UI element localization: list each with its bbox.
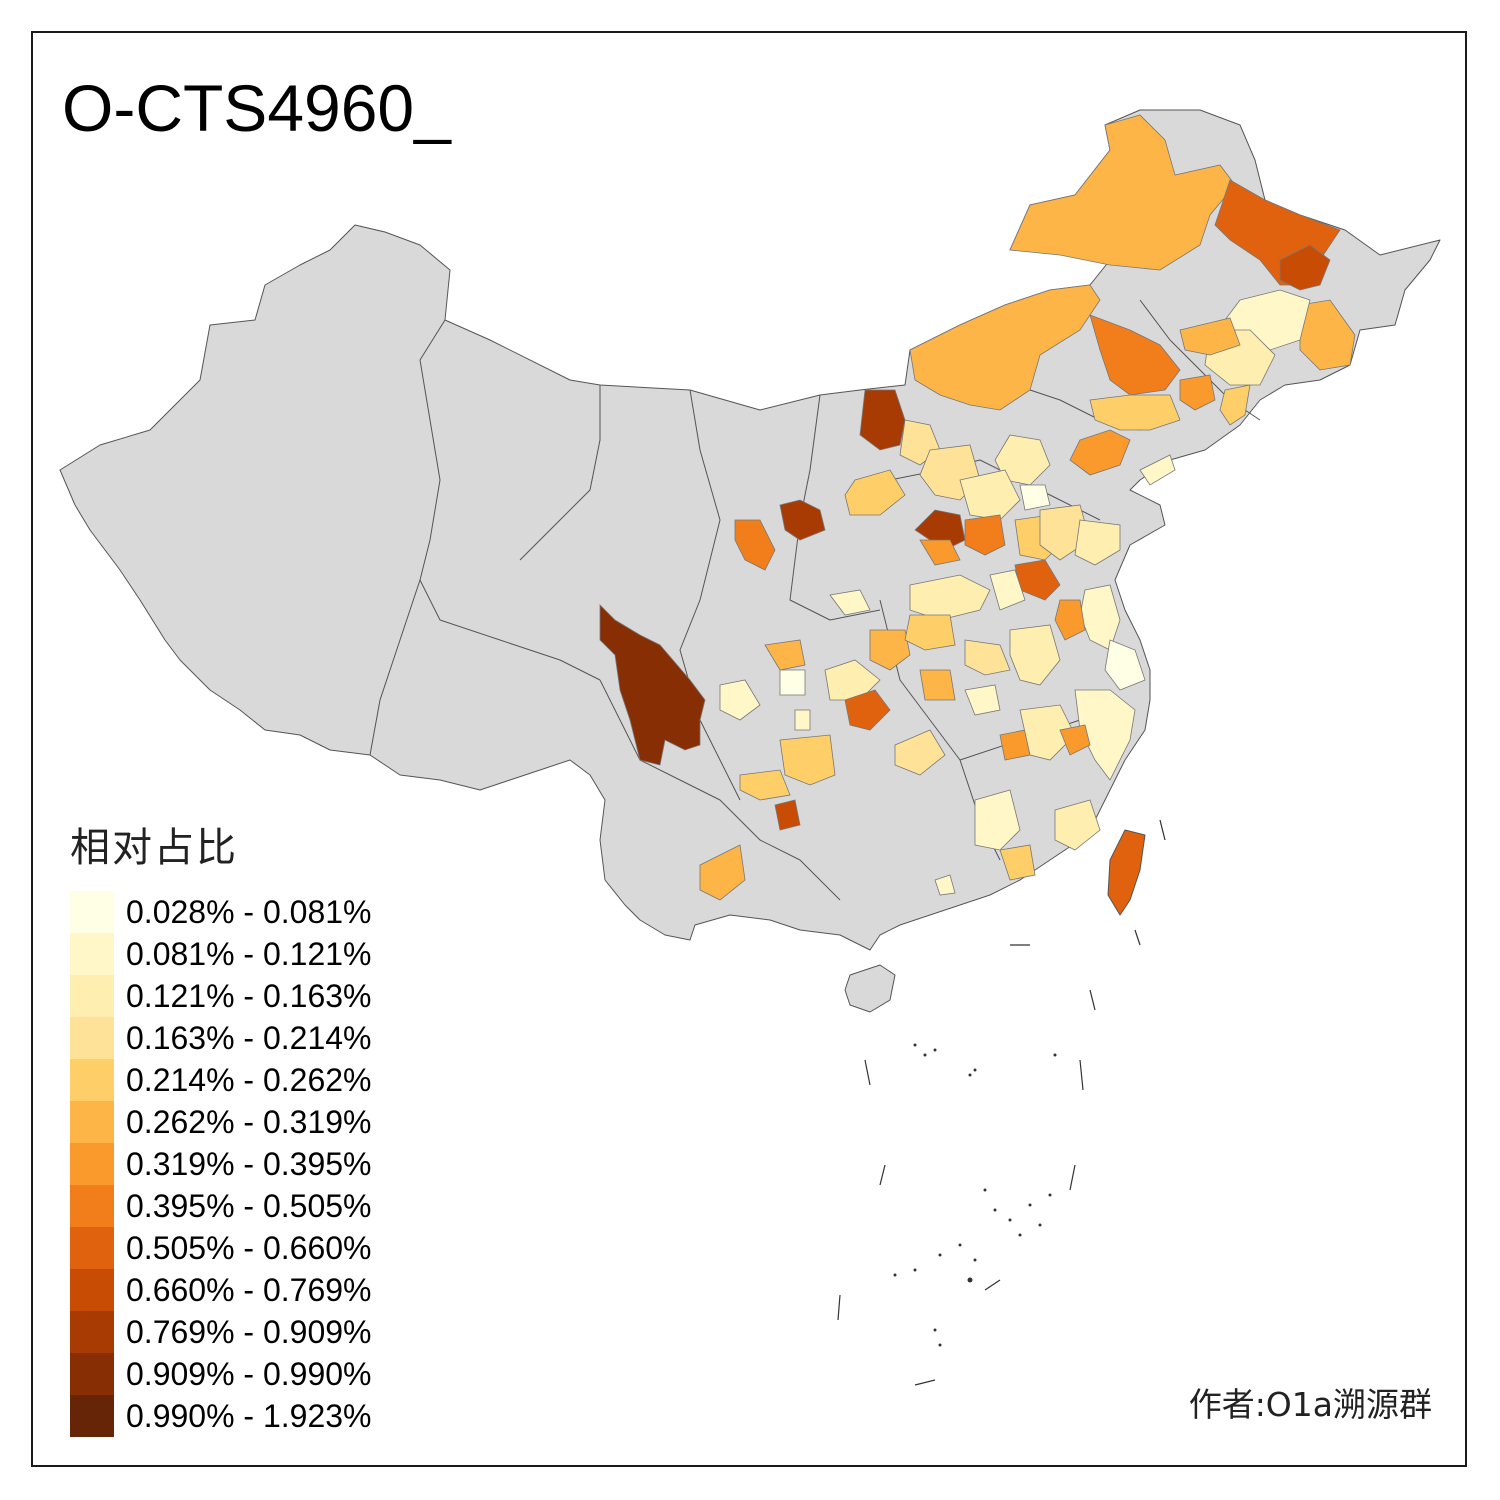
region-sichuan-west — [719, 679, 761, 721]
legend-label: 0.081% - 0.121% — [126, 935, 372, 972]
legend-swatch — [70, 1059, 114, 1101]
legend-item: 0.769% - 0.909% — [70, 1311, 372, 1353]
legend-swatch — [70, 1017, 114, 1059]
region-guangxi-east — [934, 874, 956, 896]
region-jilin-east — [1299, 299, 1356, 371]
region-chongqing — [844, 689, 891, 731]
legend-item: 0.121% - 0.163% — [70, 975, 372, 1017]
region-heilongjiang-se — [1279, 244, 1331, 291]
legend-swatch — [70, 1395, 114, 1437]
legend-item: 0.319% - 0.395% — [70, 1143, 372, 1185]
region-garze — [599, 604, 706, 766]
region-wuhai — [779, 499, 826, 541]
legend-item: 0.214% - 0.262% — [70, 1059, 372, 1101]
legend-swatch — [70, 1227, 114, 1269]
region-guangdong-north — [974, 789, 1021, 851]
region-leshan — [794, 709, 811, 731]
legend-swatch — [70, 1101, 114, 1143]
legend-label: 0.262% - 0.319% — [126, 1103, 372, 1140]
region-jiangsu-south — [1104, 639, 1146, 691]
region-hunan-west — [894, 729, 946, 776]
region-yunnan-south — [699, 844, 746, 901]
legend-swatch — [70, 1353, 114, 1395]
legend-item: 0.028% - 0.081% — [70, 891, 372, 933]
region-henan-central — [909, 574, 991, 621]
region-shandong-east — [1074, 519, 1121, 566]
region-liaoning-east — [1219, 384, 1251, 426]
region-hunan-east — [964, 684, 1001, 716]
legend-items: 0.028% - 0.081% 0.081% - 0.121% 0.121% - 0… — [70, 891, 372, 1437]
colored-areas — [599, 114, 1356, 901]
region-shijiazhuang — [964, 514, 1006, 556]
legend-item: 0.081% - 0.121% — [70, 933, 372, 975]
region-guangdong-east — [999, 844, 1036, 881]
map-title: O-CTS4960_ — [62, 71, 451, 145]
region-mianyang — [779, 669, 806, 696]
legend-item: 0.262% - 0.319% — [70, 1101, 372, 1143]
region-guizhou-north — [779, 734, 836, 786]
legend: 相对占比 0.028% - 0.081% 0.081% - 0.121% 0.121… — [70, 815, 372, 1437]
region-liaoning-west — [1089, 394, 1181, 431]
legend-label: 0.660% - 0.769% — [126, 1271, 372, 1308]
region-anhui-north — [1054, 599, 1086, 641]
author-credit: 作者:O1a溯源群 — [1188, 1385, 1432, 1424]
legend-swatch — [70, 1311, 114, 1353]
legend-title: 相对占比 — [70, 825, 238, 871]
legend-swatch — [70, 1269, 114, 1311]
legend-item: 0.395% - 0.505% — [70, 1185, 372, 1227]
region-guizhou-west — [739, 769, 791, 801]
south-sea-islands — [837, 819, 1166, 1386]
legend-label: 0.163% - 0.214% — [126, 1019, 372, 1056]
legend-label: 0.909% - 0.990% — [126, 1355, 372, 1392]
region-tongliao — [1089, 314, 1181, 396]
region-fujian — [1054, 799, 1101, 851]
legend-item: 0.990% - 1.923% — [70, 1395, 372, 1437]
region-qinghai-east — [734, 519, 776, 571]
legend-item: 0.163% - 0.214% — [70, 1017, 372, 1059]
legend-label: 0.028% - 0.081% — [126, 893, 372, 930]
legend-label: 0.121% - 0.163% — [126, 977, 372, 1014]
region-chengdu-plain — [824, 659, 881, 701]
legend-swatch — [70, 933, 114, 975]
region-dalian — [1139, 454, 1176, 486]
legend-item: 0.505% - 0.660% — [70, 1227, 372, 1269]
region-xilingol — [909, 284, 1101, 411]
region-gansu-south — [829, 589, 871, 616]
region-ordos — [844, 469, 906, 516]
region-shanxi-central — [959, 469, 1021, 521]
legend-label: 0.505% - 0.660% — [126, 1229, 372, 1266]
legend-item: 0.660% - 0.769% — [70, 1269, 372, 1311]
legend-swatch — [70, 891, 114, 933]
legend-label: 0.769% - 0.909% — [126, 1313, 372, 1350]
region-aba — [764, 639, 806, 671]
region-yunnan-central — [774, 799, 801, 831]
legend-label: 0.214% - 0.262% — [126, 1061, 372, 1098]
region-anhui-central — [1009, 624, 1061, 686]
region-liaoning-north — [1179, 374, 1216, 411]
region-tianjin — [1019, 484, 1051, 511]
region-shanxi-south — [919, 539, 961, 566]
hainan-island — [844, 964, 896, 1013]
legend-label: 0.395% - 0.505% — [126, 1187, 372, 1224]
legend-swatch — [70, 1143, 114, 1185]
region-hubei-northwest — [869, 629, 911, 671]
region-hunan-central — [919, 669, 956, 701]
region-jiangxi-central — [1019, 704, 1076, 761]
region-hulunbuir — [1009, 114, 1236, 271]
legend-label: 0.990% - 1.923% — [126, 1397, 372, 1434]
legend-swatch — [70, 1185, 114, 1227]
legend-swatch — [70, 975, 114, 1017]
legend-label: 0.319% - 0.395% — [126, 1145, 372, 1182]
region-zhejiang-south — [1059, 724, 1091, 756]
legend-item: 0.909% - 0.990% — [70, 1353, 372, 1395]
region-hubei-central — [964, 639, 1011, 676]
region-liaoning-south — [1069, 429, 1131, 476]
south-sea-dots — [893, 1043, 1057, 1347]
region-alxa-east — [859, 389, 906, 451]
region-baicheng — [1179, 317, 1241, 356]
region-henan-east — [989, 569, 1026, 611]
region-hubei-west — [904, 614, 956, 651]
taiwan-island — [1107, 829, 1146, 916]
